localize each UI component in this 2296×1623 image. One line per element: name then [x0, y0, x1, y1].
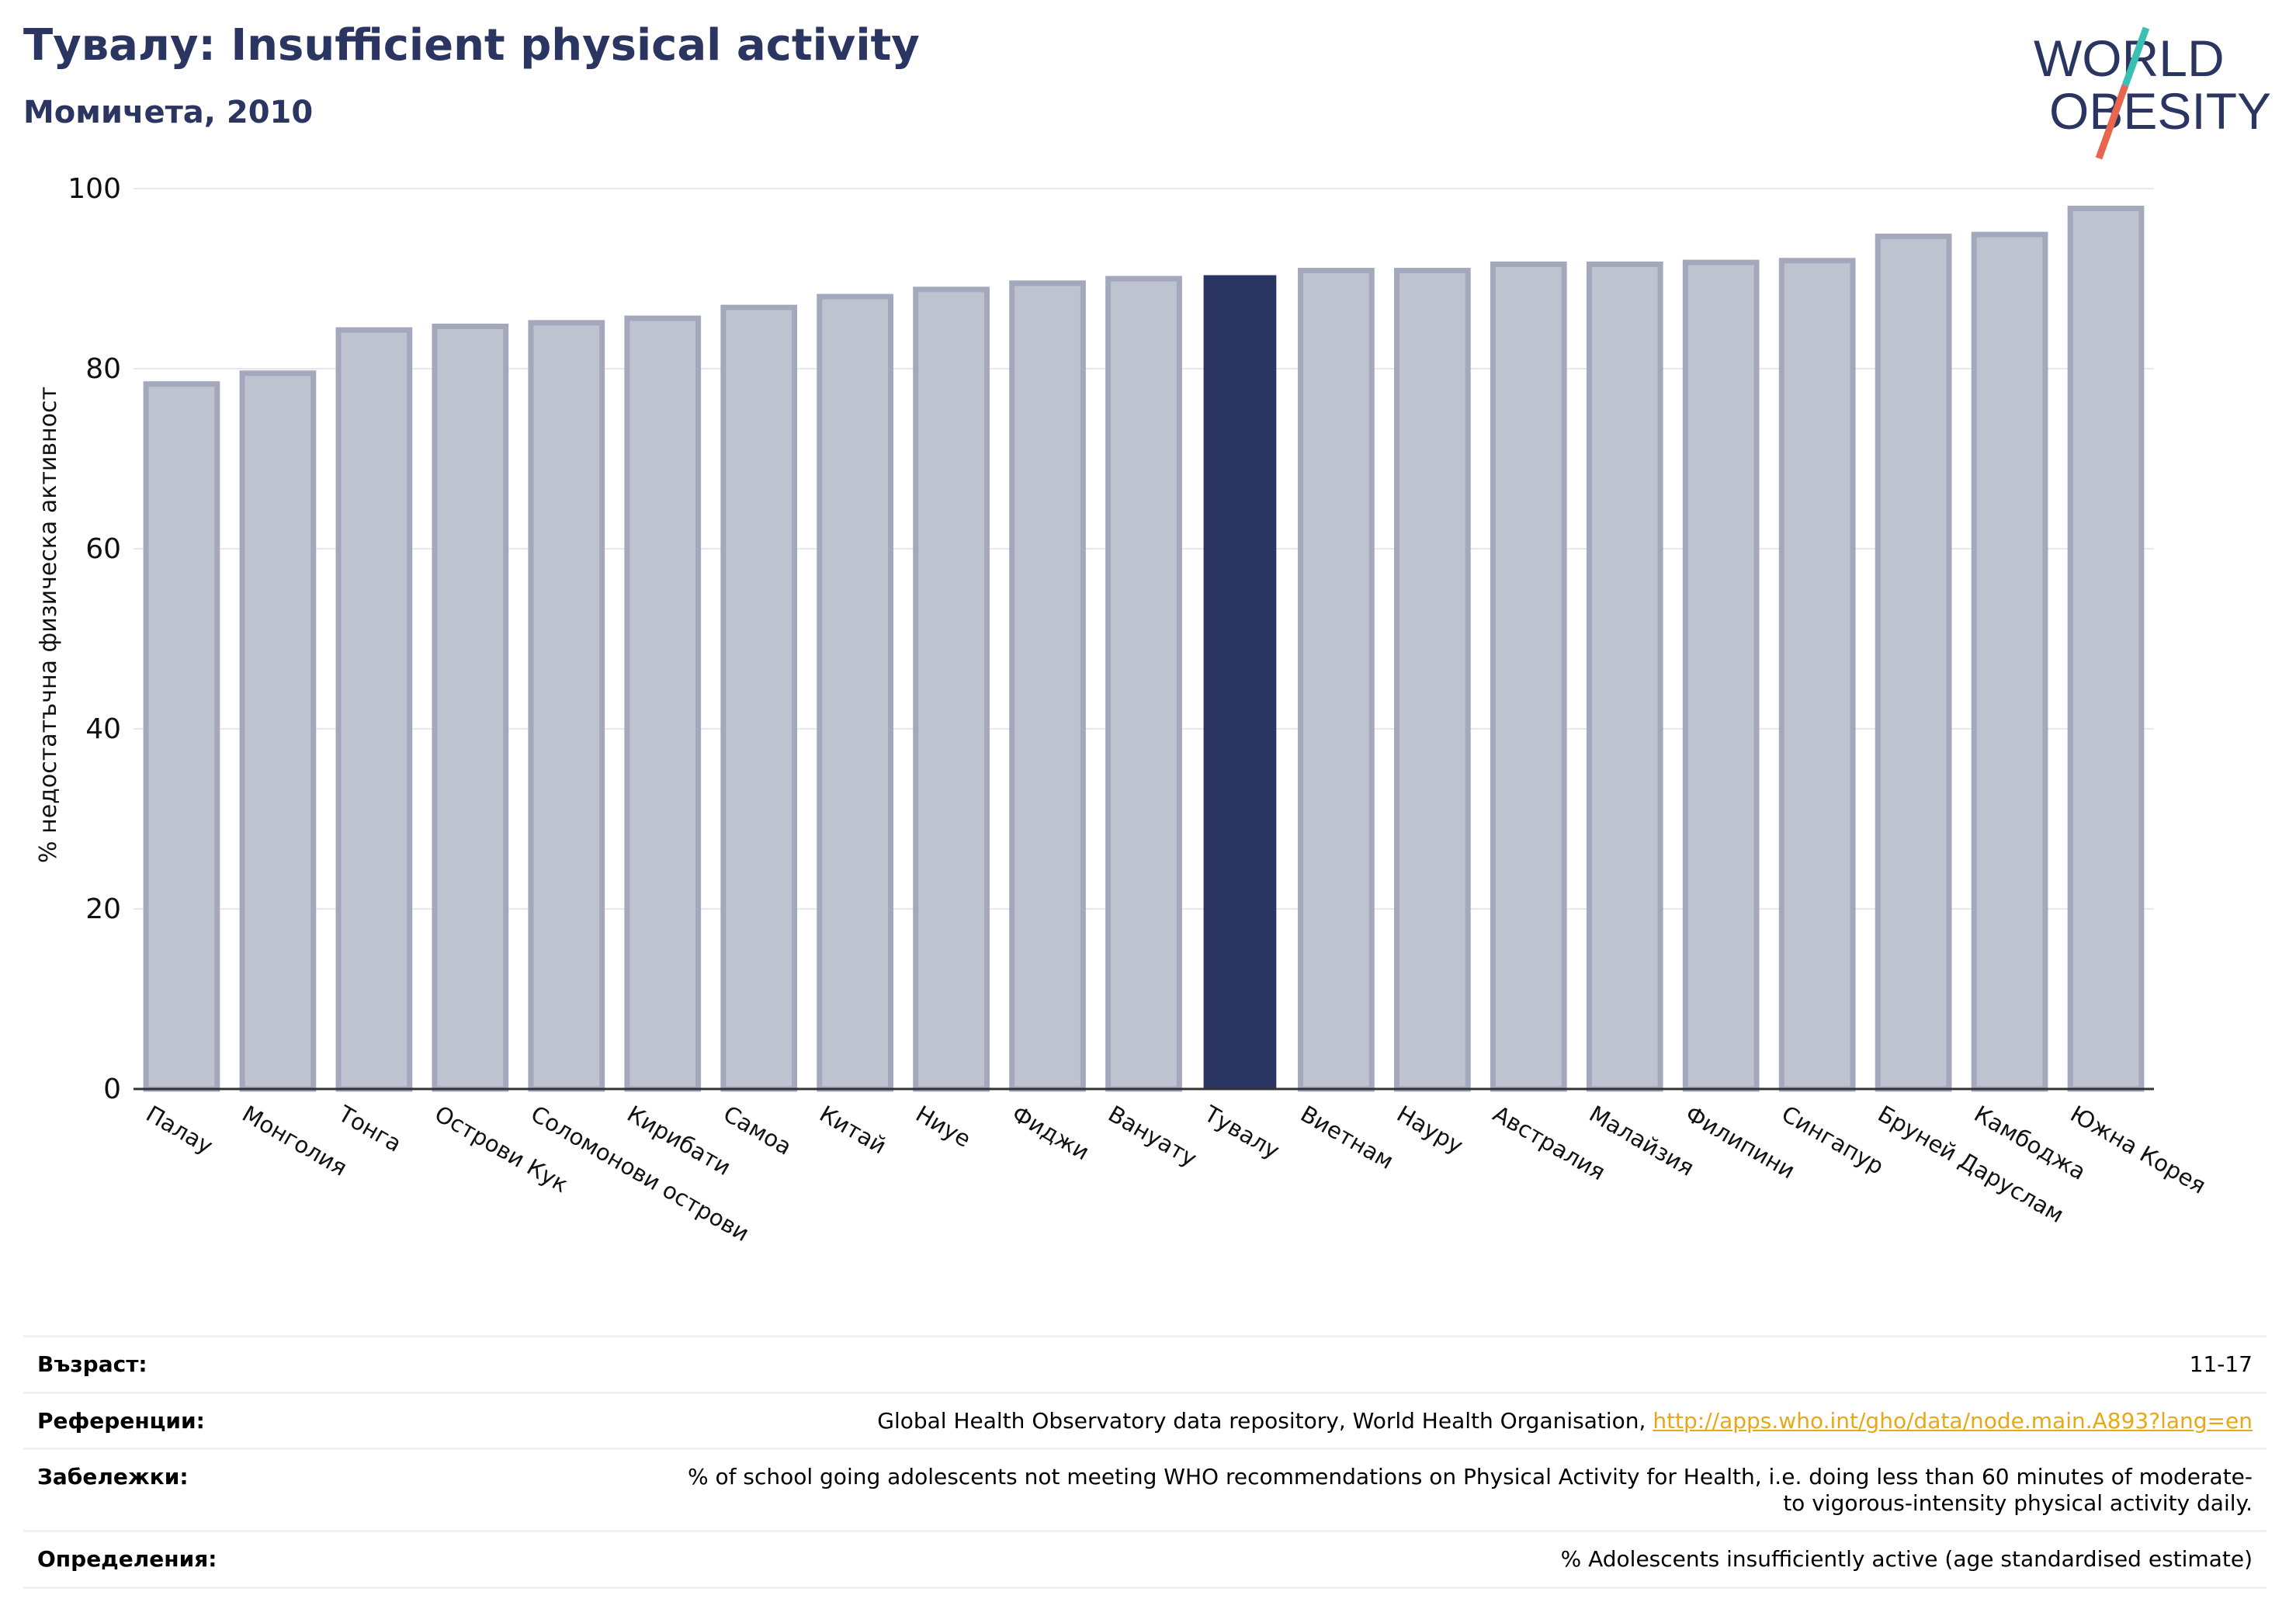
definitions-value: % Adolescents insufficiently active (age… — [1560, 1546, 2253, 1573]
y-axis-label: % недостатъчна физическа активност — [35, 387, 62, 863]
metadata-table: Възраст: 11-17 Референции: Global Health… — [23, 1335, 2267, 1589]
x-tick-label: Палау — [141, 1101, 217, 1160]
bar — [720, 304, 798, 1092]
references-link[interactable]: http://apps.who.int/gho/data/node.main.A… — [1653, 1407, 2253, 1434]
logo-slash-bottom — [2095, 84, 2129, 160]
y-tick-label: 60 — [85, 533, 121, 565]
notes-label: Забележки: — [37, 1464, 189, 1490]
x-tick-label: Вануату — [1104, 1101, 1202, 1172]
bar — [143, 381, 220, 1092]
notes-value: % of school going adolescents not meetin… — [687, 1464, 2253, 1516]
chart-subtitle: Момичета, 2010 — [23, 95, 314, 130]
y-tick-labels: 0 20 40 60 80 100 — [68, 173, 121, 1105]
bar-highlighted — [1203, 275, 1277, 1090]
x-tick-label: Тонга — [334, 1100, 407, 1157]
bar — [1682, 259, 1760, 1092]
y-tick-label: 0 — [103, 1073, 121, 1105]
x-tick-label: Южна Корея — [2066, 1101, 2211, 1199]
age-label: Възраст: — [37, 1351, 147, 1377]
references-label: Референции: — [37, 1407, 205, 1434]
x-tick-label: Фиджи — [1008, 1101, 1094, 1166]
bar — [2067, 206, 2145, 1092]
references-value-wrap: Global Health Observatory data repositor… — [877, 1408, 2253, 1434]
x-tick-label: Ниуе — [911, 1101, 976, 1153]
bar — [1009, 280, 1086, 1092]
y-tick-label: 100 — [68, 173, 121, 205]
bar — [1875, 233, 1952, 1092]
meta-row-notes: Забележки: % of school going adolescents… — [23, 1448, 2267, 1530]
meta-row-age: Възраст: 11-17 — [23, 1335, 2267, 1392]
x-tick-label: Монголия — [238, 1101, 351, 1181]
bar — [817, 293, 894, 1092]
x-tick-label: Тувалу — [1199, 1100, 1284, 1164]
bar — [1586, 261, 1663, 1092]
references-value: Global Health Observatory data repositor… — [877, 1407, 1653, 1434]
bar — [624, 315, 702, 1092]
bar — [528, 320, 605, 1092]
y-tick-label: 20 — [85, 893, 121, 925]
x-tick-label: Филипини — [1681, 1101, 1800, 1184]
logo-text-obesity: OBESITY — [2049, 82, 2271, 140]
meta-row-references: Референции: Global Health Observatory da… — [23, 1391, 2267, 1448]
y-tick-label: 40 — [85, 713, 121, 745]
bar — [335, 327, 413, 1092]
x-tick-label: Науру — [1393, 1101, 1468, 1160]
definitions-label: Определения: — [37, 1546, 217, 1573]
x-tick-label: Китай — [815, 1101, 890, 1160]
x-tick-label: Виетнам — [1296, 1101, 1398, 1174]
bar — [432, 323, 509, 1092]
bar — [239, 370, 317, 1092]
bar — [1778, 258, 1856, 1092]
x-tick-label: Самоа — [719, 1101, 796, 1160]
y-tick-label: 80 — [85, 353, 121, 385]
logo-slash-top — [2121, 26, 2150, 87]
bar — [1105, 276, 1182, 1092]
world-obesity-logo: WORLD OBESITY — [2034, 26, 2271, 160]
bars-layer — [143, 206, 2145, 1092]
age-value: 11-17 — [2189, 1351, 2253, 1377]
bar — [1971, 231, 2048, 1092]
bar — [1490, 261, 1567, 1092]
meta-row-definitions: Определения: % Adolescents insufficientl… — [23, 1530, 2267, 1589]
chart-title: Тувалу: Insufficient physical activity — [23, 20, 920, 71]
bar — [913, 286, 990, 1092]
bar — [1393, 268, 1471, 1092]
bar — [1298, 268, 1375, 1092]
